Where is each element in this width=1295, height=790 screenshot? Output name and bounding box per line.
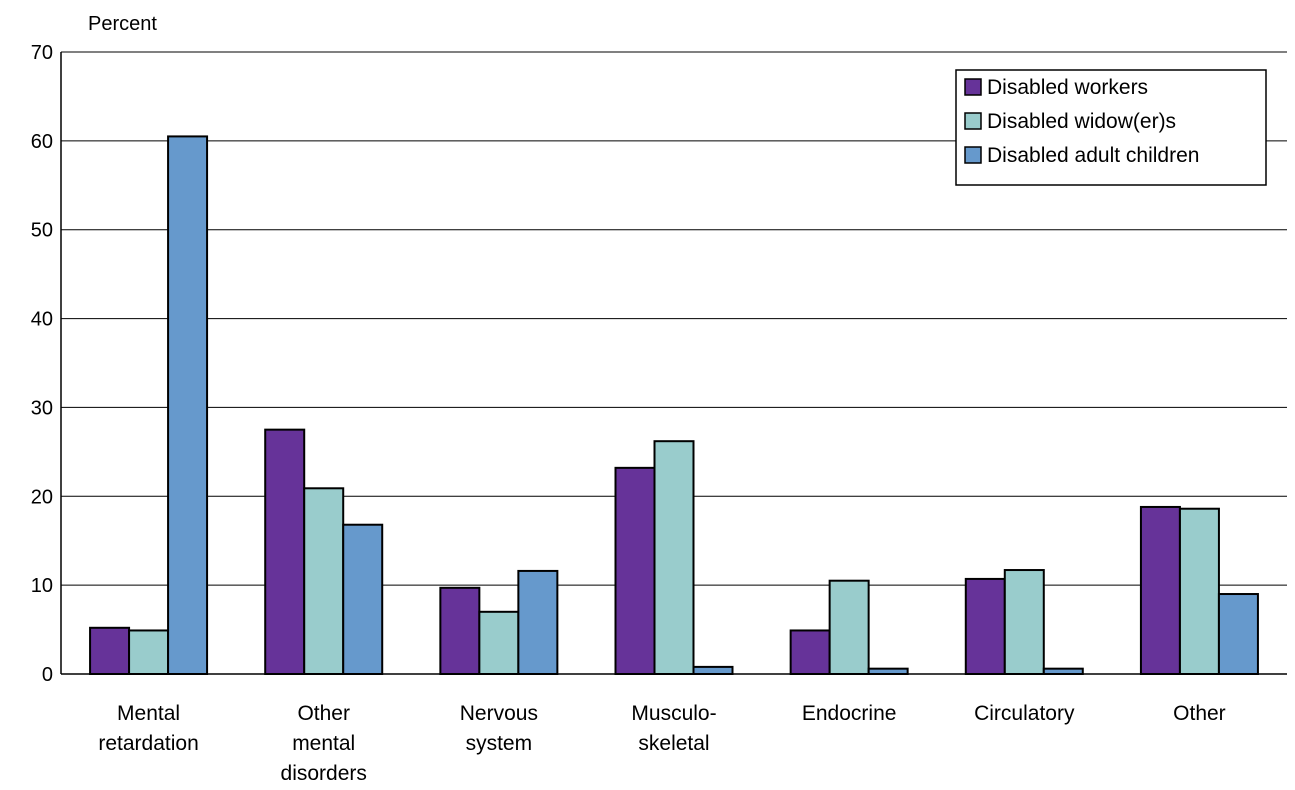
- legend-swatch: [964, 78, 982, 96]
- category-label: skeletal: [638, 732, 709, 755]
- category-label: Endocrine: [802, 702, 897, 725]
- category-labels: Mental retardation Other mental disorders Ner…: [98, 702, 1225, 785]
- y-tick-label: 30: [31, 397, 53, 419]
- bar-adult-children: [1042, 667, 1084, 676]
- legend-swatch: [964, 112, 982, 130]
- y-tick-label: 40: [31, 309, 53, 331]
- bar-adult-children: [517, 569, 559, 676]
- bar-widowers: [1178, 507, 1220, 675]
- bar-workers: [964, 577, 1006, 675]
- bars: [89, 135, 1259, 676]
- category-label: Musculo-: [631, 702, 716, 725]
- bar-adult-children: [692, 665, 734, 675]
- bar-widowers: [478, 610, 520, 675]
- category-label: Other: [1173, 702, 1226, 725]
- bar-adult-children: [867, 667, 909, 676]
- y-tick-label: 60: [31, 131, 53, 153]
- bar-widowers: [1003, 569, 1045, 676]
- category-label: mental: [292, 732, 355, 755]
- y-tick-label: 0: [42, 664, 53, 686]
- bar-workers: [264, 428, 306, 675]
- category-label: Other: [297, 702, 350, 725]
- category-label: system: [466, 732, 533, 755]
- bar-workers: [439, 586, 481, 676]
- category-label: retardation: [98, 732, 198, 755]
- y-tick-label: 20: [31, 486, 53, 508]
- category-label: Mental: [117, 702, 180, 725]
- category-label: Circulatory: [974, 702, 1075, 725]
- bar-widowers: [303, 487, 345, 675]
- y-tick-labels: 0 10 20 30 40 50 60 70: [31, 42, 53, 686]
- legend: Disabled workers Disabled widow(er)s Disab…: [955, 69, 1267, 186]
- y-tick-label: 50: [31, 220, 53, 242]
- bar-widowers: [653, 440, 695, 675]
- y-tick-label: 70: [31, 42, 53, 64]
- legend-swatch: [964, 146, 982, 164]
- legend-box: [955, 69, 1267, 186]
- bar-workers: [89, 626, 131, 676]
- legend-label: Disabled workers: [987, 76, 1148, 99]
- bar-widowers: [128, 629, 170, 676]
- y-tick-label: 10: [31, 575, 53, 597]
- legend-label: Disabled adult children: [987, 144, 1199, 167]
- category-label: disorders: [281, 762, 367, 785]
- bar-workers: [614, 466, 656, 676]
- bar-workers: [1139, 505, 1181, 675]
- bar-widowers: [828, 579, 870, 676]
- y-axis-title: Percent: [88, 13, 157, 35]
- bar-adult-children: [1217, 593, 1259, 675]
- bar-adult-children: [342, 523, 384, 675]
- legend-label: Disabled widow(er)s: [987, 110, 1176, 133]
- category-label: Nervous: [460, 702, 538, 725]
- bar-workers: [789, 629, 831, 676]
- bar-adult-children: [167, 135, 209, 675]
